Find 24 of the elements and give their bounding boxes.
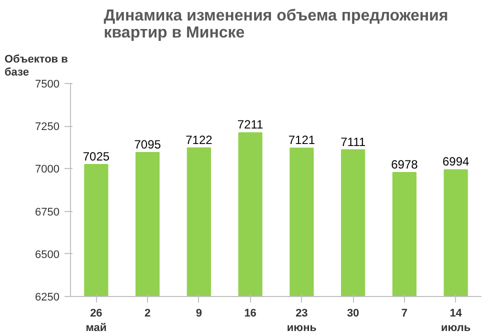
x-tick-label: 7 — [401, 308, 408, 320]
y-tick-label: 6250 — [35, 292, 60, 304]
y-tick-label: 7500 — [35, 78, 60, 90]
data-label: 7121 — [288, 133, 316, 148]
data-label: 7095 — [134, 138, 162, 152]
y-tick-label: 7000 — [35, 164, 60, 176]
data-label: 7211 — [237, 118, 264, 132]
x-tick-label: 30 — [346, 308, 360, 320]
y-tick-label: 6750 — [35, 206, 60, 218]
x-tick-label: 16 — [244, 308, 256, 320]
x-tick-label: 26 май — [86, 308, 107, 334]
x-tick-label: 23 июнь — [286, 308, 317, 334]
data-label: 6994 — [442, 154, 470, 169]
data-label: 7111 — [340, 134, 366, 149]
x-tick-label: 9 — [196, 308, 202, 320]
x-tick-label: 14 июль — [440, 308, 471, 334]
data-label: 6978 — [391, 157, 418, 172]
y-axis-title: Объектов в базе — [4, 53, 68, 78]
data-label: 7122 — [186, 132, 213, 147]
y-tick-label: 7250 — [35, 121, 60, 134]
y-tick-label: 6500 — [35, 248, 60, 261]
chart-title: Динамика изменения объема предложения квартир в Минске — [104, 8, 448, 42]
data-label: 7025 — [82, 149, 110, 164]
x-tick-label: 2 — [144, 308, 151, 320]
